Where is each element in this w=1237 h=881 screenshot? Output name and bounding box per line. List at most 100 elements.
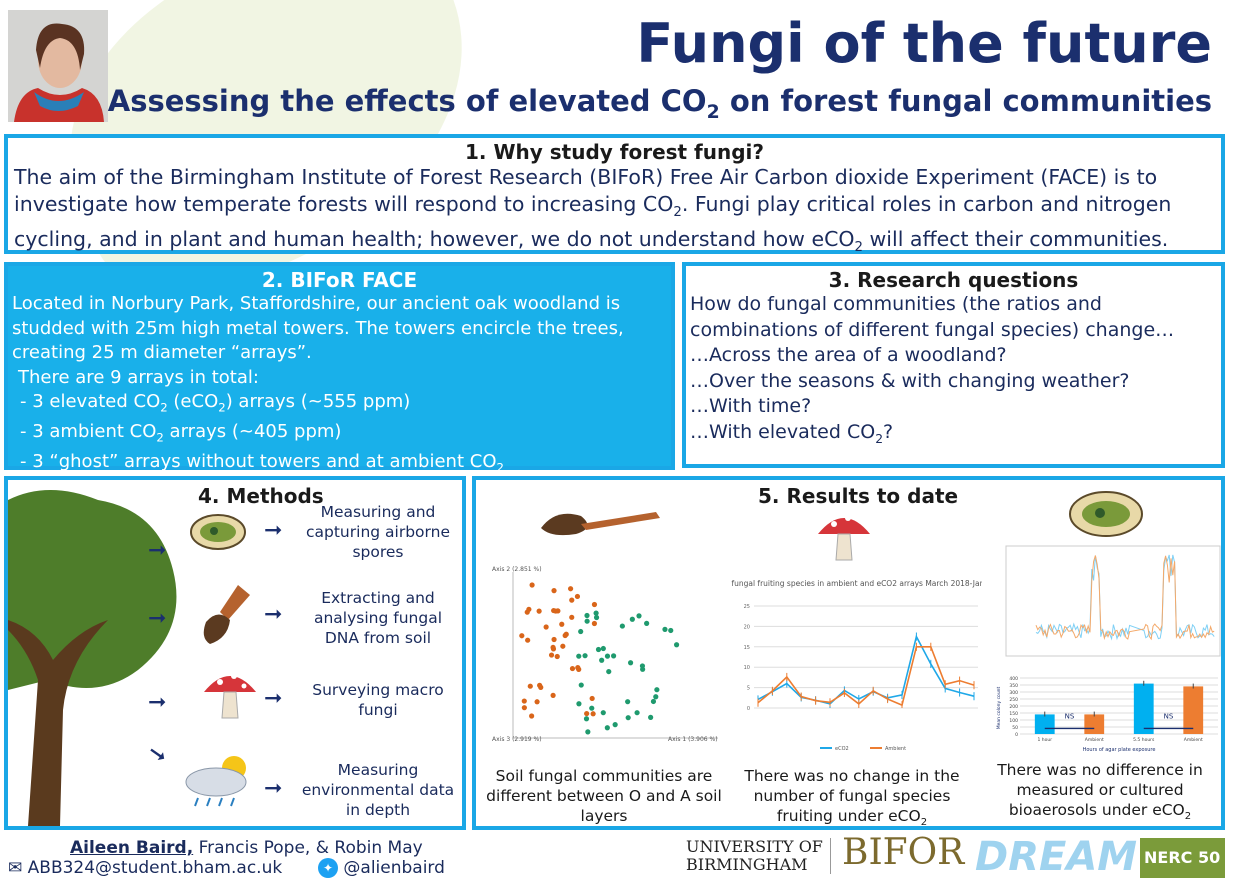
petri-dish-icon <box>190 514 246 550</box>
pcoa-point <box>583 716 590 722</box>
bioaerosol-time-series <box>1005 545 1221 657</box>
legend-label: eCO2 <box>835 746 849 752</box>
twitter-icon: ✦ <box>318 858 338 878</box>
pcoa-axis2-label: Axis 2 (2.851 %) <box>492 566 542 573</box>
y-tick-label: 25 <box>744 604 750 610</box>
plot-frame <box>1005 545 1221 657</box>
pcoa-point <box>521 698 527 704</box>
section-methods: 4. Methods ➞ ➞ ➞ ➞ ➞ ➞ ➞ ➞ Measuring and… <box>4 476 466 830</box>
list-item: - 3 ambient CO2 arrays (~405 ppm) <box>20 421 342 445</box>
mushroom-icon <box>204 673 256 719</box>
pcoa-point <box>578 682 584 688</box>
pcoa-point <box>644 620 650 626</box>
x-axis-label: Hours of agar plate exposure <box>1083 747 1156 753</box>
mushroom-icon <box>818 515 870 561</box>
result-caption: There was no change in the number of fun… <box>744 767 960 829</box>
question-text: …Over the seasons & with changing weathe… <box>690 369 1130 392</box>
array-count: There are 9 arrays in total: <box>18 366 259 388</box>
ns-annotation: NS <box>1065 713 1075 721</box>
logo-divider <box>830 838 831 874</box>
y-tick-label: 350 <box>1009 683 1018 689</box>
arrow-icon: ➞ <box>264 686 283 711</box>
section-heading: 3. Research questions <box>828 268 1079 292</box>
pcoa-point <box>584 618 590 624</box>
pcoa-point <box>534 699 540 705</box>
y-tick-label: 100 <box>1009 718 1018 724</box>
array-list: - 3 elevated CO2 (eCO2) arrays (~555 ppm… <box>12 390 667 480</box>
pcoa-point <box>593 610 599 616</box>
poster-title: Fungi of the future <box>636 12 1212 75</box>
pcoa-point <box>627 660 634 666</box>
pcoa-point <box>575 665 581 671</box>
question-text: How do fungal communities (the ratios an… <box>690 293 1175 341</box>
y-tick-label: 250 <box>1009 697 1018 703</box>
y-tick-label: 300 <box>1009 690 1018 696</box>
pcoa-point <box>584 710 590 717</box>
twitter-contact[interactable]: ✦ @alienbaird <box>318 858 445 878</box>
pcoa-point <box>554 653 560 660</box>
legend-label: Ambient <box>885 746 906 752</box>
arrow-icon: ➞ <box>264 776 283 801</box>
arrow-icon: ➞ <box>148 538 167 563</box>
section-text: The aim of the Birmingham Institute of F… <box>14 165 1172 256</box>
series-line-eCO2 <box>757 634 975 705</box>
y-tick-label: 50 <box>1012 725 1018 731</box>
pcoa-point <box>569 597 575 603</box>
pcoa-point <box>537 682 543 688</box>
x-tick-label: 1 hour <box>1037 737 1052 743</box>
pcoa-point <box>582 653 588 659</box>
question-text: …With time? <box>690 395 812 417</box>
list-item: - 3 elevated CO2 (eCO2) arrays (~555 ppm… <box>20 391 411 415</box>
pcoa-point <box>584 612 590 619</box>
bar <box>1084 714 1105 734</box>
section-heading: 4. Methods <box>198 484 324 508</box>
pcoa-point <box>604 653 611 659</box>
x-tick-label: Ambient <box>1184 737 1203 743</box>
method-label: Measuring and capturing airborne spores <box>306 503 450 561</box>
bifor-logo: BIFOR <box>842 832 965 873</box>
pcoa-point <box>668 627 674 634</box>
result-caption: Soil fungal communities are different be… <box>486 767 722 825</box>
y-tick-label: 20 <box>744 624 750 630</box>
trowel-icon <box>203 585 250 644</box>
section-bifor-face: 2. BIFoR FACE Located in Norbury Park, S… <box>4 262 675 475</box>
time-series-line <box>1035 554 1215 641</box>
y-tick-label: 200 <box>1009 704 1018 710</box>
pcoa-point <box>567 586 574 592</box>
pcoa-point <box>591 601 598 608</box>
pcoa-point <box>553 608 559 614</box>
pcoa-point <box>585 729 591 735</box>
arrow-icon: ➞ <box>148 606 167 631</box>
question-text: …Across the area of a woodland? <box>690 344 1007 366</box>
y-tick-label: 10 <box>744 665 750 671</box>
pcoa-point <box>611 653 617 659</box>
y-axis-label: Mean colony count <box>996 686 1002 729</box>
pcoa-point <box>648 714 654 720</box>
pcoa-point <box>590 711 596 717</box>
method-label: Extracting and analysing fungal DNA from… <box>313 589 443 647</box>
pcoa-point <box>600 645 606 652</box>
section-heading: 2. BIFoR FACE <box>261 268 418 292</box>
pcoa-point <box>604 725 610 731</box>
author-list: Aileen Baird, Francis Pope, & Robin May <box>70 838 423 858</box>
pcoa-point <box>591 620 598 627</box>
pcoa-point <box>559 621 565 627</box>
pcoa-point <box>599 657 605 663</box>
email-contact[interactable]: ✉ ABB324@student.bham.ac.uk <box>8 858 283 878</box>
method-label: Measuring environmental data in depth <box>301 761 455 819</box>
arrow-icon: ➞ <box>148 690 167 715</box>
weather-cloud-icon <box>185 756 247 807</box>
section-text: Located in Norbury Park, Staffordshire, … <box>12 293 624 363</box>
arrow-icon: ➞ <box>264 602 283 627</box>
arrow-icon: ➞ <box>264 518 283 543</box>
section-research-questions: 3. Research questions How do fungal comm… <box>682 262 1225 468</box>
x-tick-label: 5.5 hours <box>1133 737 1155 743</box>
trowel-soil-icon <box>541 512 660 536</box>
bar <box>1034 714 1055 734</box>
pcoa-point <box>560 643 566 649</box>
tree-icon <box>8 490 177 826</box>
section-heading: 1. Why study forest fungi? <box>464 140 765 164</box>
section-heading: 5. Results to date <box>758 484 959 508</box>
dream-logo: DREAM <box>975 834 1138 880</box>
